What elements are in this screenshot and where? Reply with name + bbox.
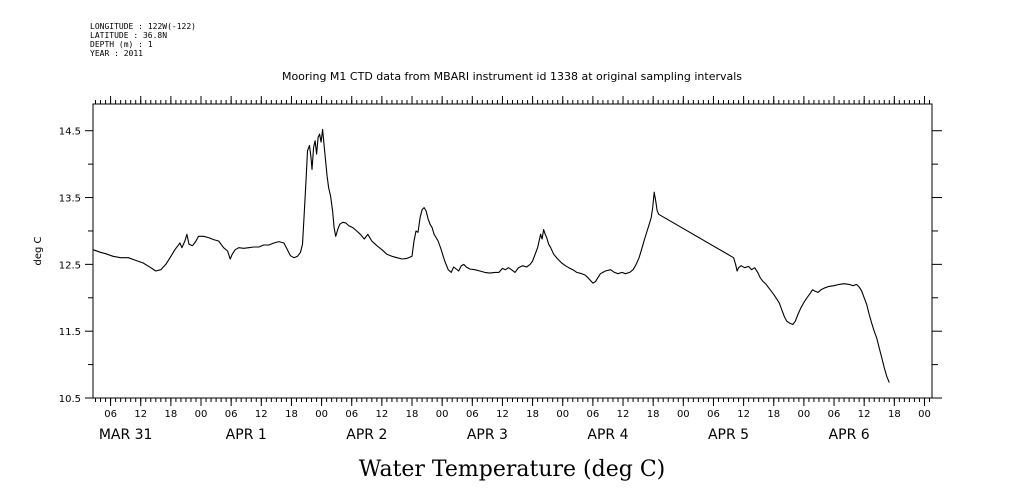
metadata-longitude: LONGITUDE : 122W(-122) bbox=[90, 22, 196, 31]
metadata-year: YEAR : 2011 bbox=[90, 49, 143, 58]
x-tick-label: 18 bbox=[647, 409, 660, 420]
axis-ticks bbox=[85, 96, 942, 406]
x-day-label: APR 5 bbox=[708, 427, 749, 443]
metadata-latitude: LATITUDE : 36.8N bbox=[90, 31, 168, 40]
x-tick-label: 06 bbox=[345, 409, 358, 420]
tick-labels: 06 12 18 00 06 12 18 00 06 12 18 00 06 12 18 00 06 12 18 00… bbox=[59, 127, 931, 443]
x-tick-label: 18 bbox=[526, 409, 539, 420]
x-tick-label: 18 bbox=[767, 409, 780, 420]
x-tick-label: 12 bbox=[134, 409, 147, 420]
x-tick-label: 12 bbox=[376, 409, 389, 420]
x-tick-label: 18 bbox=[285, 409, 298, 420]
chart-title: Mooring M1 CTD data from MBARI instrumen… bbox=[282, 70, 742, 83]
x-tick-label: 06 bbox=[587, 409, 600, 420]
x-tick-label: 12 bbox=[737, 409, 750, 420]
y-tick-label: 14.5 bbox=[59, 127, 81, 138]
x-tick-label: 06 bbox=[466, 409, 479, 420]
x-tick-label: 18 bbox=[888, 409, 901, 420]
x-tick-label: 00 bbox=[436, 409, 449, 420]
y-axis-label: deg C bbox=[33, 236, 44, 265]
x-tick-label: 06 bbox=[828, 409, 841, 420]
x-tick-label: 18 bbox=[406, 409, 419, 420]
x-tick-label: 12 bbox=[858, 409, 871, 420]
x-day-label: MAR 31 bbox=[99, 427, 153, 443]
x-day-label: APR 2 bbox=[346, 427, 387, 443]
x-day-label: APR 6 bbox=[829, 427, 870, 443]
x-tick-label: 00 bbox=[315, 409, 328, 420]
x-day-label: APR 1 bbox=[226, 427, 267, 443]
y-tick-label: 11.5 bbox=[59, 327, 81, 338]
x-tick-label: 00 bbox=[918, 409, 931, 420]
y-tick-label: 13.5 bbox=[59, 194, 81, 205]
x-day-label: APR 4 bbox=[587, 427, 628, 443]
y-tick-label: 10.5 bbox=[59, 394, 81, 405]
x-tick-label: 12 bbox=[255, 409, 268, 420]
water-temperature-line bbox=[92, 128, 890, 383]
x-tick-label: 18 bbox=[165, 409, 178, 420]
x-tick-label: 06 bbox=[225, 409, 238, 420]
x-tick-label: 00 bbox=[195, 409, 208, 420]
x-tick-label: 00 bbox=[798, 409, 811, 420]
x-tick-label: 06 bbox=[707, 409, 720, 420]
metadata-depth: DEPTH (m) : 1 bbox=[90, 40, 153, 49]
x-tick-label: 00 bbox=[556, 409, 569, 420]
x-tick-label: 06 bbox=[104, 409, 117, 420]
x-tick-label: 12 bbox=[617, 409, 630, 420]
x-tick-label: 00 bbox=[677, 409, 690, 420]
y-tick-label: 12.5 bbox=[59, 260, 81, 271]
x-tick-label: 12 bbox=[496, 409, 509, 420]
plot-frame bbox=[92, 103, 933, 399]
metadata-block: LONGITUDE : 122W(-122) LATITUDE : 36.8N … bbox=[90, 22, 196, 58]
x-day-label: APR 3 bbox=[467, 427, 508, 443]
x-axis-label: Water Temperature (deg C) bbox=[359, 457, 666, 482]
